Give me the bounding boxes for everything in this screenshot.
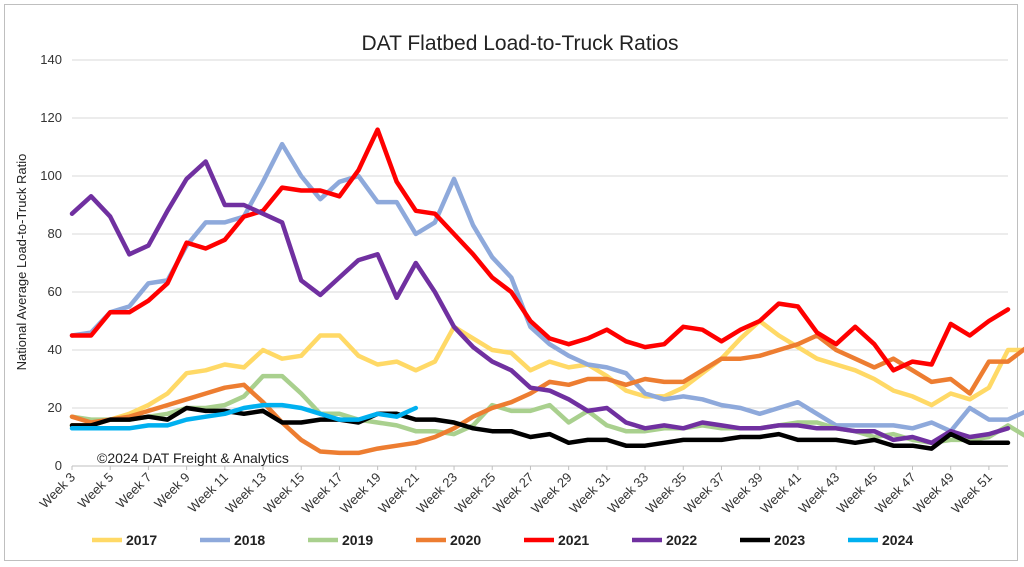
series-lines	[69, 127, 1024, 456]
x-tick-label: Week 35	[643, 470, 690, 517]
legend-label: 2020	[450, 532, 481, 548]
x-tick-label: Week 23	[413, 470, 460, 517]
legend-label: 2017	[126, 532, 157, 548]
legend-item-2018: 2018	[200, 532, 265, 548]
x-tick-label: Week 7	[113, 470, 155, 512]
y-tick-label: 120	[40, 110, 62, 125]
series-line-2019	[69, 373, 1024, 446]
legend: 2017 2018 2019 2020 2021 2022 2023 2024	[92, 532, 913, 548]
chart-title: DAT Flatbed Load-to-Truck Ratios	[361, 32, 678, 55]
y-tick-label: 60	[48, 284, 62, 299]
legend-label: 2021	[558, 532, 589, 548]
legend-item-2024: 2024	[848, 532, 913, 548]
y-tick-label: 0	[55, 458, 62, 473]
series-line-2024	[69, 402, 419, 431]
x-tick-label: Week 37	[681, 470, 728, 517]
y-tick-label: 20	[48, 400, 62, 415]
y-tick-label: 80	[48, 226, 62, 241]
gridlines	[72, 59, 1008, 409]
x-tick-label: Week 29	[528, 470, 575, 517]
x-tick-label: Week 33	[604, 470, 651, 517]
x-tick-label: Week 27	[490, 470, 537, 517]
copyright-annotation: ©2024 DAT Freight & Analytics	[97, 450, 289, 466]
legend-label: 2024	[882, 532, 913, 548]
series-line-2022	[69, 159, 1011, 446]
series-line-2020	[69, 333, 1024, 456]
legend-label: 2022	[666, 532, 697, 548]
x-tick-label: Week 43	[795, 470, 842, 517]
x-tick-label: Week 15	[261, 470, 308, 517]
x-tick-label: Week 39	[719, 470, 766, 517]
x-tick-label: Week 49	[910, 470, 957, 517]
chart-frame	[4, 4, 1018, 561]
legend-item-2021: 2021	[524, 532, 589, 548]
series-line-2018	[69, 141, 1024, 434]
x-tick-label: Week 47	[872, 470, 919, 517]
x-tick-label: Week 41	[757, 470, 804, 517]
x-tick-label: Week 5	[75, 470, 117, 512]
x-tick-label: Week 51	[948, 470, 995, 517]
series-line-2021	[69, 127, 1011, 373]
x-tick-label: Week 17	[299, 470, 346, 517]
x-tick-label: Week 45	[834, 470, 881, 517]
x-tick-label: Week 13	[222, 470, 269, 517]
x-tick-label: Week 3	[37, 470, 79, 512]
y-tick-label: 100	[40, 168, 62, 183]
legend-label: 2018	[234, 532, 265, 548]
legend-label: 2019	[342, 532, 373, 548]
legend-item-2019: 2019	[308, 532, 373, 548]
y-axis-label: National Average Load-to-Truck Ratio	[14, 154, 29, 371]
series-line-2017	[69, 318, 1024, 428]
legend-item-2022: 2022	[632, 532, 697, 548]
legend-item-2023: 2023	[740, 532, 805, 548]
x-tick-label: Week 25	[452, 470, 499, 517]
x-tick-label: Week 21	[375, 470, 422, 517]
x-tick-label: Week 11	[185, 470, 231, 516]
y-axis-ticks: 0 20 40 60 80 100 120 140	[40, 52, 62, 473]
x-tick-label: Week 19	[337, 470, 384, 517]
legend-label: 2023	[774, 532, 805, 548]
x-tick-label: Week 31	[566, 470, 613, 517]
y-tick-label: 140	[40, 52, 62, 67]
legend-item-2017: 2017	[92, 532, 157, 548]
y-tick-label: 40	[48, 342, 62, 357]
legend-item-2020: 2020	[416, 532, 481, 548]
